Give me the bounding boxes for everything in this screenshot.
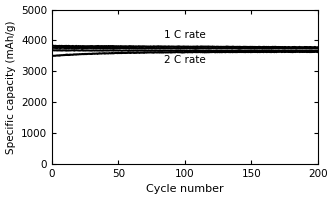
X-axis label: Cycle number: Cycle number [146, 184, 224, 194]
Y-axis label: Specific capacity (mAh/g): Specific capacity (mAh/g) [6, 20, 16, 154]
Text: 2 C rate: 2 C rate [164, 55, 206, 65]
Text: 1 C rate: 1 C rate [164, 30, 206, 40]
